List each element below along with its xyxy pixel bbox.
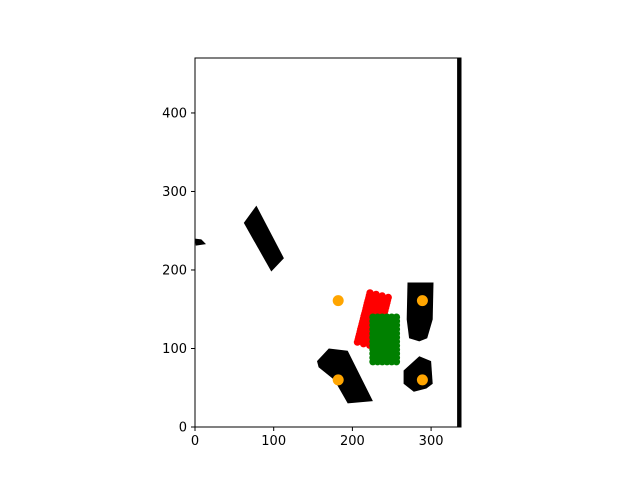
obstacle-5 (403, 356, 433, 392)
orange-marker-2 (416, 295, 428, 307)
y-ticks: 0 100 200 300 400 (162, 106, 195, 436)
obstacle-2 (195, 238, 206, 246)
marker-layer (332, 295, 428, 386)
y-tick-label: 0 (179, 421, 187, 436)
obstacle-3 (317, 348, 373, 404)
x-tick-label: 100 (261, 434, 286, 449)
obstacle-6 (457, 58, 461, 427)
red-cluster-point (359, 340, 368, 348)
x-tick-label: 0 (191, 434, 199, 449)
obstacles-layer (195, 58, 461, 427)
axes-frame (194, 57, 462, 428)
green-cluster-point (392, 313, 401, 321)
x-ticks: 0 100 200 300 (191, 427, 444, 449)
red-cluster-point (353, 338, 361, 346)
y-tick-label: 100 (162, 342, 187, 357)
x-tick-label: 300 (419, 434, 444, 449)
orange-marker-1 (332, 295, 344, 307)
green-cluster-layer (369, 313, 401, 366)
obstacle-1 (243, 205, 284, 272)
x-tick-label: 200 (340, 434, 365, 449)
orange-marker-4 (416, 374, 428, 386)
y-tick-label: 300 (162, 185, 187, 200)
obstacle-4 (406, 282, 434, 342)
y-tick-label: 400 (162, 106, 187, 121)
y-tick-label: 200 (162, 263, 187, 278)
orange-marker-3 (332, 374, 344, 386)
